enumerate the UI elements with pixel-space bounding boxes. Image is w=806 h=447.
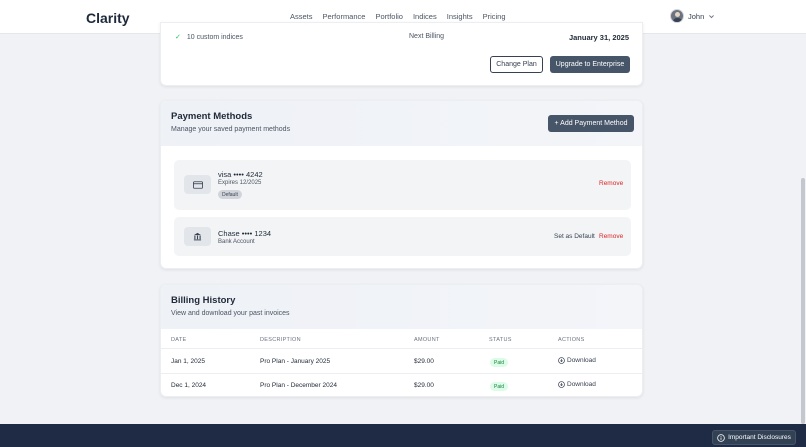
section-title: Payment Methods — [171, 111, 253, 122]
nav-indices[interactable]: Indices — [412, 12, 437, 21]
check-icon: ✓ — [175, 34, 181, 41]
remove-button[interactable]: Remove — [599, 233, 624, 240]
row-description: Pro Plan - December 2024 — [260, 382, 337, 389]
nav-insights[interactable]: Insights — [446, 12, 473, 21]
payment-methods-card: Payment Methods Manage your saved paymen… — [160, 100, 643, 269]
status-badge: Paid — [490, 382, 509, 391]
user-menu[interactable]: John — [670, 9, 715, 23]
download-button[interactable]: Download — [558, 357, 596, 364]
method-name: Chase •••• 1234 — [218, 229, 272, 238]
row-description: Pro Plan - January 2025 — [260, 358, 331, 365]
bank-icon — [184, 227, 211, 246]
payment-method-chase: Chase •••• 1234 Bank Account Set as Defa… — [174, 217, 631, 256]
current-plan-card: ✓ 10 custom indices Next Billing January … — [160, 22, 643, 86]
plan-feature: ✓ 10 custom indices — [175, 33, 243, 41]
add-payment-method-button[interactable]: + Add Payment Method — [548, 115, 634, 132]
nav-performance[interactable]: Performance — [322, 12, 366, 21]
billing-history-card: Billing History View and download your p… — [160, 284, 643, 397]
download-label: Download — [567, 357, 596, 364]
footer — [0, 424, 806, 447]
download-icon — [558, 357, 565, 364]
method-expiry: Expires 12/2025 — [218, 180, 262, 186]
column-header-actions: ACTIONS — [558, 337, 585, 343]
payment-method-visa: visa •••• 4242 Expires 12/2025 Default R… — [174, 160, 631, 210]
plan-feature-text: 10 custom indices — [186, 34, 243, 41]
info-icon — [717, 433, 725, 442]
main-nav: Assets Performance Portfolio Indices Ins… — [290, 12, 506, 21]
payment-methods-header: Payment Methods Manage your saved paymen… — [161, 101, 642, 146]
billing-history-header: Billing History View and download your p… — [161, 285, 642, 329]
column-header-description: DESCRIPTION — [260, 337, 301, 343]
row-amount: $29.00 — [414, 382, 434, 389]
remove-button[interactable]: Remove — [599, 180, 624, 187]
status-badge: Paid — [490, 358, 509, 367]
disclosure-label: Important Disclosures — [728, 434, 791, 441]
upgrade-button[interactable]: Upgrade to Enterprise — [550, 56, 630, 73]
method-type: Bank Account — [218, 239, 255, 245]
column-header-date: DATE — [171, 337, 187, 343]
important-disclosures-button[interactable]: Important Disclosures — [712, 430, 796, 445]
method-name: visa •••• 4242 — [218, 170, 263, 179]
set-default-button[interactable]: Set as Default — [554, 233, 595, 240]
nav-assets[interactable]: Assets — [290, 12, 313, 21]
download-icon — [558, 381, 565, 388]
download-label: Download — [567, 381, 596, 388]
section-title: Billing History — [171, 295, 236, 306]
section-subtitle: Manage your saved payment methods — [171, 126, 291, 133]
section-subtitle: View and download your past invoices — [171, 310, 290, 317]
next-billing-label: Next Billing — [409, 33, 445, 40]
chevron-down-icon[interactable] — [708, 13, 715, 20]
next-billing-date: January 31, 2025 — [568, 33, 629, 42]
user-name[interactable]: John — [688, 11, 705, 21]
download-button[interactable]: Download — [558, 381, 596, 388]
row-date: Dec 1, 2024 — [171, 382, 207, 389]
logo[interactable]: Clarity — [86, 10, 130, 26]
change-plan-button[interactable]: Change Plan — [490, 56, 543, 73]
table-divider — [161, 373, 642, 374]
scrollbar[interactable] — [801, 178, 805, 424]
row-amount: $29.00 — [414, 358, 434, 365]
column-header-status: STATUS — [489, 337, 512, 343]
column-header-amount: AMOUNT — [414, 337, 440, 343]
default-badge: Default — [218, 190, 242, 199]
nav-pricing[interactable]: Pricing — [482, 12, 506, 21]
row-date: Jan 1, 2025 — [171, 358, 205, 365]
table-divider — [161, 348, 642, 349]
credit-card-icon — [184, 175, 211, 194]
nav-portfolio[interactable]: Portfolio — [375, 12, 403, 21]
avatar[interactable] — [670, 9, 684, 23]
